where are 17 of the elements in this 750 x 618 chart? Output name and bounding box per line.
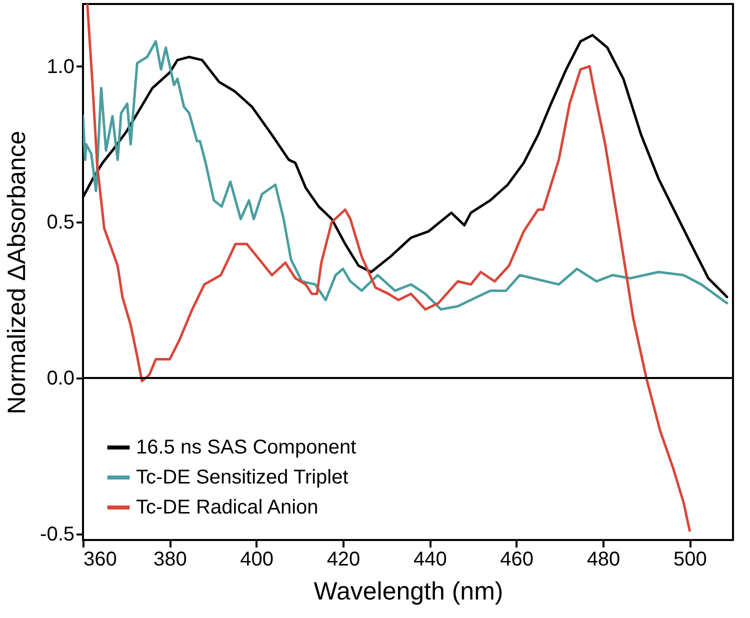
y-tick-label: 1.0 bbox=[46, 56, 74, 78]
x-tick-label: 380 bbox=[153, 548, 187, 570]
x-tick-label: 420 bbox=[326, 548, 360, 570]
x-tick-label: 480 bbox=[586, 548, 620, 570]
y-tick-label: -0.5 bbox=[40, 523, 74, 546]
x-tick-label: 360 bbox=[84, 548, 117, 570]
legend-label: Tc-DE Radical Anion bbox=[136, 496, 318, 518]
legend-label: Tc-DE Sensitized Triplet bbox=[136, 466, 349, 488]
x-tick-label: 400 bbox=[240, 548, 274, 570]
x-tick-label: 460 bbox=[500, 548, 534, 570]
x-tick-label: 500 bbox=[673, 548, 707, 570]
x-tick-label: 440 bbox=[413, 548, 447, 570]
x-axis-title: Wavelength (nm) bbox=[314, 578, 504, 606]
y-axis-title: Normalized ΔAbsorbance bbox=[3, 130, 32, 414]
legend-label: 16.5 ns SAS Component bbox=[136, 436, 357, 458]
y-tick-label: 0.5 bbox=[46, 212, 74, 234]
y-tick-label: 0.0 bbox=[46, 367, 74, 390]
